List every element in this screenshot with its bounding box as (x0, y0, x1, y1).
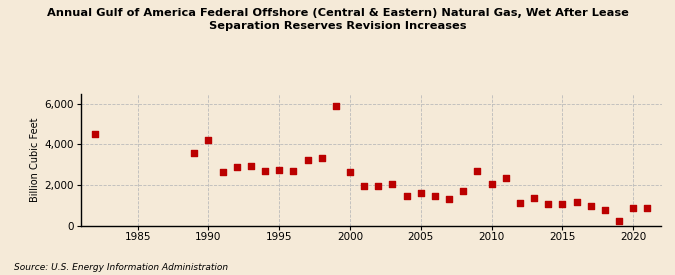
Point (543, 202, 554, 206)
Point (429, 194, 440, 198)
Point (387, 182, 398, 186)
Point (288, 169, 299, 173)
Point (260, 169, 271, 173)
Point (642, 206, 653, 210)
Point (232, 164, 242, 169)
Text: Annual Gulf of America Federal Offshore (Central & Eastern) Natural Gas, Wet Aft: Annual Gulf of America Federal Offshore … (47, 8, 628, 31)
Point (331, 103, 342, 108)
Point (373, 184, 383, 188)
Point (203, 138, 214, 142)
Text: Source: U.S. Energy Information Administration: Source: U.S. Energy Information Administ… (14, 263, 227, 272)
Point (486, 182, 497, 186)
Point (599, 208, 610, 213)
Point (317, 156, 327, 161)
Point (614, 219, 624, 224)
Point (529, 196, 539, 200)
Point (514, 201, 525, 205)
Point (90, 132, 101, 136)
Point (345, 169, 356, 174)
Point (415, 191, 426, 195)
Point (628, 206, 639, 210)
Point (359, 184, 370, 188)
Point (472, 169, 483, 173)
Point (557, 202, 568, 206)
Point (274, 167, 285, 172)
Point (443, 197, 454, 201)
Point (571, 200, 582, 204)
Point (302, 157, 313, 162)
Point (458, 189, 468, 193)
Y-axis label: Billion Cubic Feet: Billion Cubic Feet (30, 117, 40, 202)
Point (401, 194, 412, 198)
Point (217, 169, 228, 174)
Point (189, 151, 200, 156)
Point (246, 163, 256, 168)
Point (585, 204, 596, 208)
Point (500, 175, 511, 180)
